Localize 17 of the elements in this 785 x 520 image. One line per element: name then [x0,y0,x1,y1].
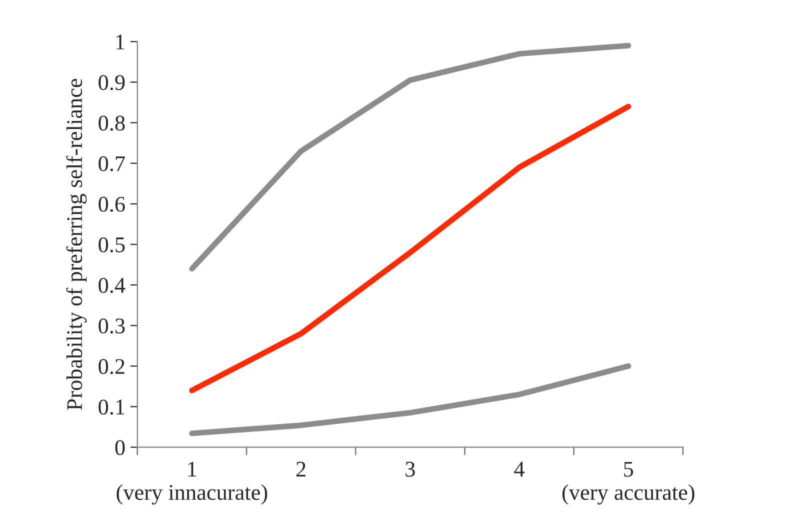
y-tick-label: 0.6 [98,196,125,212]
y-tick-label: 1 [116,34,124,50]
x-tick-label: 1 (very innacurate) [116,462,268,505]
y-tick-label: 0.4 [98,278,126,293]
x-tick-label: 2 [296,462,306,477]
y-tick-label: 0.8 [98,116,125,131]
x-tick-label: 3 [406,462,415,477]
y-tick-label: 0 [115,440,125,456]
y-tick-label: 0.3 [98,318,125,334]
y-tick-label: 0.2 [98,359,124,374]
y-tick-label: 0.1 [98,400,124,415]
y-tick-label: 0.5 [98,237,125,252]
y-tick-label: 0.7 [98,156,125,172]
y-axis-title: Probability of preferring self-reliance [66,78,87,410]
y-tick-label: 0.9 [98,75,125,90]
x-tick-label: 4 [514,462,524,477]
x-tick-label: 5 (very accurate) [562,462,694,505]
